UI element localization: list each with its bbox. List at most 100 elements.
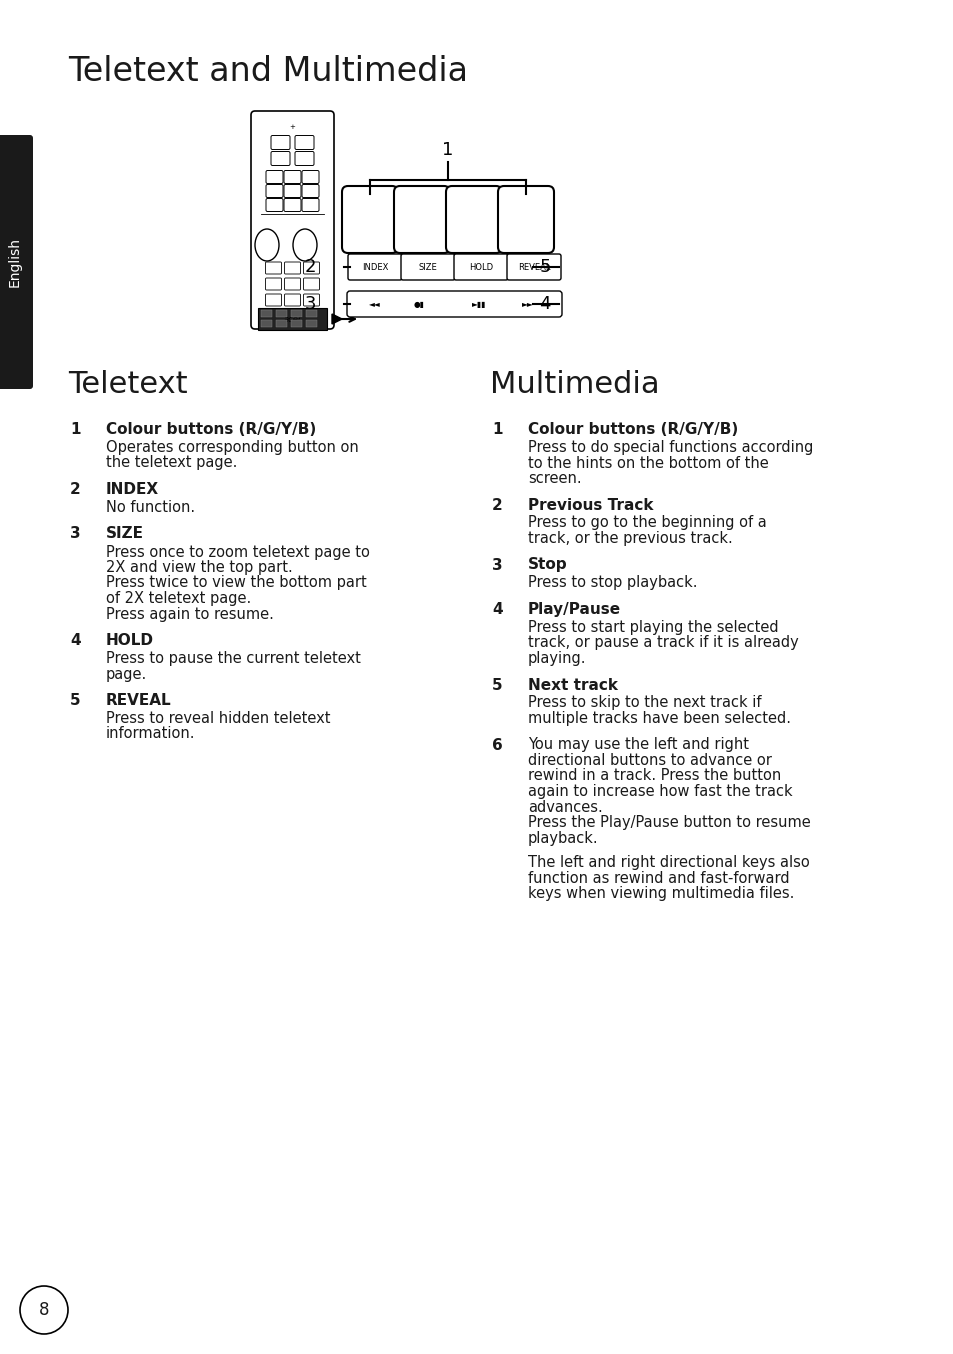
Text: 1: 1 <box>70 422 80 437</box>
Text: +: + <box>290 125 295 130</box>
Bar <box>275 320 287 328</box>
Text: ●▮: ●▮ <box>413 299 424 309</box>
Text: Teletext and Multimedia: Teletext and Multimedia <box>68 56 468 88</box>
Text: The left and right directional keys also: The left and right directional keys also <box>527 856 809 871</box>
FancyBboxPatch shape <box>251 111 334 329</box>
Bar <box>291 320 302 328</box>
Text: playing.: playing. <box>527 651 586 666</box>
Text: 5: 5 <box>492 677 502 692</box>
Text: Press again to resume.: Press again to resume. <box>106 607 274 621</box>
Bar <box>306 310 316 317</box>
Text: of 2X teletext page.: of 2X teletext page. <box>106 590 251 607</box>
FancyBboxPatch shape <box>284 294 300 306</box>
Text: You may use the left and right: You may use the left and right <box>527 738 748 753</box>
Text: 5: 5 <box>538 259 550 276</box>
Text: ◄◄: ◄◄ <box>369 299 380 309</box>
Text: Operates corresponding button on: Operates corresponding button on <box>106 440 358 455</box>
FancyBboxPatch shape <box>454 255 507 280</box>
Text: 2X and view the top part.: 2X and view the top part. <box>106 561 293 575</box>
Text: 2: 2 <box>70 482 81 497</box>
FancyBboxPatch shape <box>394 185 450 253</box>
Text: Press to reveal hidden teletext: Press to reveal hidden teletext <box>106 711 330 726</box>
FancyBboxPatch shape <box>265 294 281 306</box>
Text: function as rewind and fast-forward: function as rewind and fast-forward <box>527 871 789 886</box>
Text: SIZE: SIZE <box>106 527 144 542</box>
Text: 3: 3 <box>70 527 81 542</box>
Text: 8: 8 <box>39 1301 50 1319</box>
Text: Press the Play/Pause button to resume: Press the Play/Pause button to resume <box>527 815 810 830</box>
Text: page.: page. <box>106 666 147 681</box>
FancyBboxPatch shape <box>265 278 281 290</box>
Ellipse shape <box>293 229 316 261</box>
FancyBboxPatch shape <box>341 185 397 253</box>
Text: multiple tracks have been selected.: multiple tracks have been selected. <box>527 711 790 726</box>
Text: 6: 6 <box>492 738 502 753</box>
Polygon shape <box>332 314 341 324</box>
Bar <box>275 310 287 317</box>
Text: acer: acer <box>283 314 301 324</box>
Text: directional buttons to advance or: directional buttons to advance or <box>527 753 771 768</box>
Text: track, or pause a track if it is already: track, or pause a track if it is already <box>527 635 798 650</box>
Text: REVEAL: REVEAL <box>106 693 172 708</box>
Text: Press to stop playback.: Press to stop playback. <box>527 575 697 590</box>
FancyBboxPatch shape <box>271 135 290 149</box>
FancyBboxPatch shape <box>0 135 33 389</box>
Text: Colour buttons (R/G/Y/B): Colour buttons (R/G/Y/B) <box>106 422 315 437</box>
FancyBboxPatch shape <box>303 263 319 274</box>
FancyBboxPatch shape <box>284 184 301 198</box>
Text: Next track: Next track <box>527 677 618 692</box>
Text: Press to go to the beginning of a: Press to go to the beginning of a <box>527 516 766 531</box>
Text: keys when viewing multimedia files.: keys when viewing multimedia files. <box>527 887 794 902</box>
Text: Press to skip to the next track if: Press to skip to the next track if <box>527 696 760 711</box>
FancyBboxPatch shape <box>347 291 561 317</box>
Text: information.: information. <box>106 727 195 742</box>
FancyBboxPatch shape <box>266 199 283 211</box>
FancyBboxPatch shape <box>284 199 301 211</box>
Text: Multimedia: Multimedia <box>490 370 659 399</box>
Text: ►►: ►► <box>521 299 533 309</box>
Text: 4: 4 <box>492 603 502 617</box>
Text: Press to start playing the selected: Press to start playing the selected <box>527 620 778 635</box>
FancyBboxPatch shape <box>303 278 319 290</box>
Text: SIZE: SIZE <box>418 263 436 272</box>
Text: 3: 3 <box>304 295 315 313</box>
FancyBboxPatch shape <box>446 185 501 253</box>
Text: ►▮▮: ►▮▮ <box>472 299 486 309</box>
Bar <box>261 320 272 328</box>
Text: 4: 4 <box>538 295 550 313</box>
Text: No function.: No function. <box>106 500 195 515</box>
FancyBboxPatch shape <box>497 185 554 253</box>
FancyBboxPatch shape <box>266 184 283 198</box>
Text: Press to do special functions according: Press to do special functions according <box>527 440 813 455</box>
Text: Press once to zoom teletext page to: Press once to zoom teletext page to <box>106 544 370 559</box>
Text: Previous Track: Previous Track <box>527 497 653 513</box>
Ellipse shape <box>254 229 278 261</box>
FancyBboxPatch shape <box>303 294 319 306</box>
FancyBboxPatch shape <box>266 171 283 184</box>
FancyBboxPatch shape <box>506 255 560 280</box>
FancyBboxPatch shape <box>284 278 300 290</box>
Bar <box>261 310 272 317</box>
Text: advances.: advances. <box>527 799 602 815</box>
Text: 1: 1 <box>492 422 502 437</box>
Text: INDEX: INDEX <box>106 482 159 497</box>
FancyBboxPatch shape <box>284 171 301 184</box>
FancyBboxPatch shape <box>400 255 455 280</box>
Text: 2: 2 <box>492 497 502 513</box>
Text: HOLD: HOLD <box>469 263 493 272</box>
Text: HOLD: HOLD <box>106 634 153 649</box>
Text: Colour buttons (R/G/Y/B): Colour buttons (R/G/Y/B) <box>527 422 738 437</box>
FancyBboxPatch shape <box>302 171 318 184</box>
Text: English: English <box>8 237 22 287</box>
Text: REVEAL: REVEAL <box>517 263 550 272</box>
Text: to the hints on the bottom of the: to the hints on the bottom of the <box>527 455 768 470</box>
Bar <box>291 310 302 317</box>
FancyBboxPatch shape <box>302 199 318 211</box>
Text: 2: 2 <box>304 259 315 276</box>
Text: Play/Pause: Play/Pause <box>527 603 620 617</box>
FancyBboxPatch shape <box>284 263 300 274</box>
Text: 3: 3 <box>492 558 502 573</box>
FancyBboxPatch shape <box>271 152 290 165</box>
Bar <box>306 320 316 328</box>
FancyBboxPatch shape <box>265 263 281 274</box>
